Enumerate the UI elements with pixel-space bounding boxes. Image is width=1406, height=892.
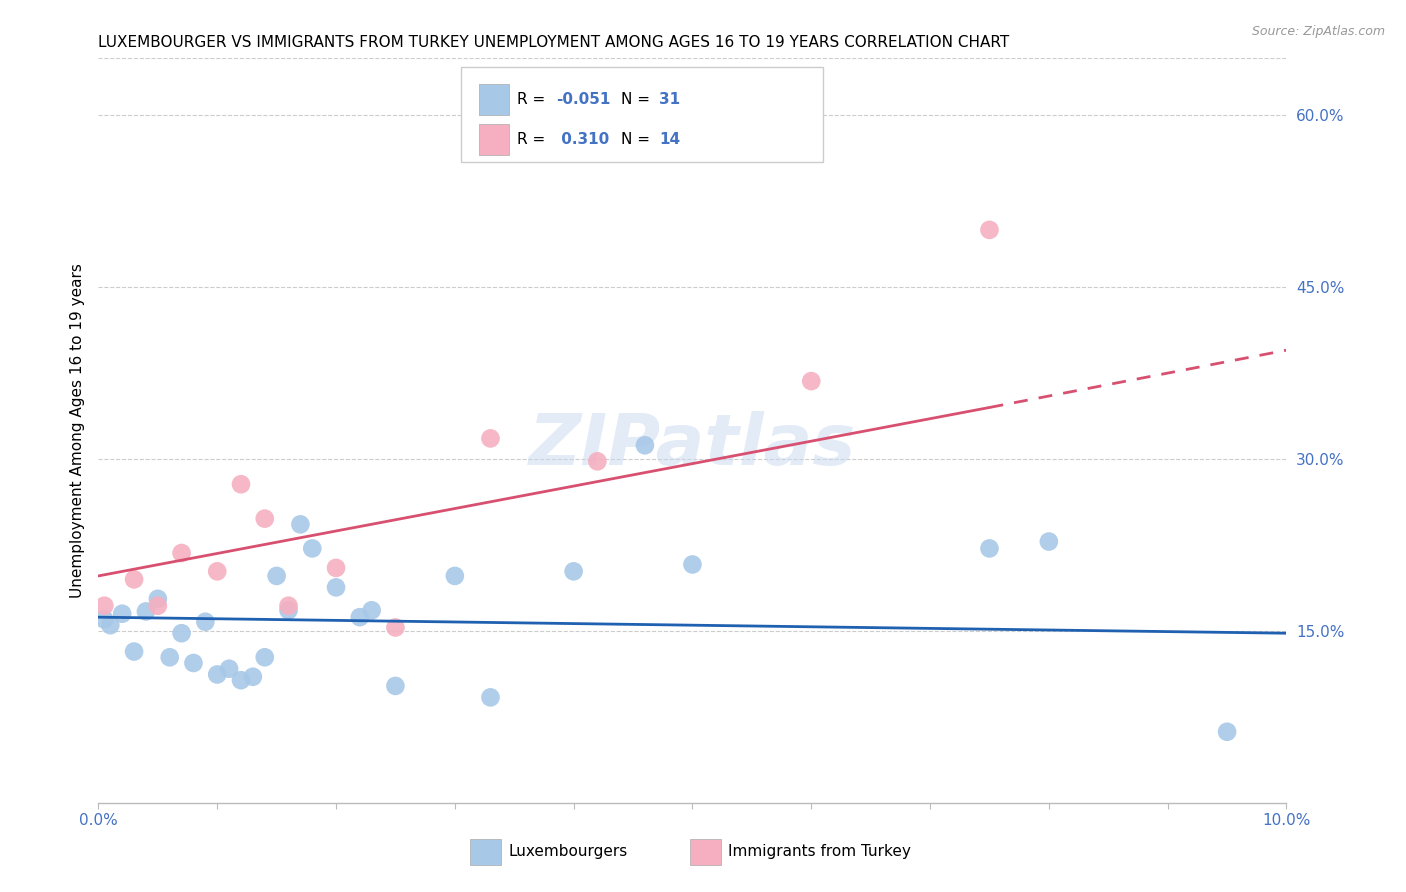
Point: [979, 541, 1001, 556]
Point: [242, 670, 264, 684]
Text: R =: R =: [516, 132, 550, 146]
Point: [634, 438, 657, 452]
Point: [277, 603, 299, 617]
Point: [93, 612, 115, 626]
Point: [266, 569, 288, 583]
Point: [325, 580, 347, 594]
FancyBboxPatch shape: [470, 839, 501, 864]
Point: [205, 565, 228, 579]
Point: [170, 546, 193, 560]
Point: [98, 618, 121, 632]
Point: [111, 607, 134, 621]
Point: [1216, 724, 1239, 739]
Point: [979, 223, 1001, 237]
FancyBboxPatch shape: [461, 67, 823, 162]
Point: [360, 603, 382, 617]
Point: [800, 374, 823, 388]
Point: [229, 673, 252, 688]
Point: [194, 615, 217, 629]
Point: [586, 454, 609, 468]
Text: LUXEMBOURGER VS IMMIGRANTS FROM TURKEY UNEMPLOYMENT AMONG AGES 16 TO 19 YEARS CO: LUXEMBOURGER VS IMMIGRANTS FROM TURKEY U…: [98, 35, 1010, 50]
Point: [479, 431, 502, 445]
FancyBboxPatch shape: [478, 123, 509, 155]
Point: [122, 644, 145, 658]
Y-axis label: Unemployment Among Ages 16 to 19 years: Unemployment Among Ages 16 to 19 years: [69, 263, 84, 598]
Point: [170, 626, 193, 640]
Text: Source: ZipAtlas.com: Source: ZipAtlas.com: [1251, 25, 1385, 38]
Point: [384, 620, 406, 634]
Text: Luxembourgers: Luxembourgers: [509, 845, 627, 860]
FancyBboxPatch shape: [690, 839, 721, 864]
Text: Immigrants from Turkey: Immigrants from Turkey: [728, 845, 911, 860]
Point: [277, 599, 299, 613]
Text: N =: N =: [621, 132, 655, 146]
Point: [290, 517, 312, 532]
Point: [159, 650, 181, 665]
Point: [253, 511, 276, 525]
Point: [205, 667, 228, 681]
Point: [146, 591, 169, 606]
Point: [384, 679, 406, 693]
Point: [253, 650, 276, 665]
Point: [301, 541, 323, 556]
Text: 31: 31: [659, 92, 681, 107]
Text: R =: R =: [516, 92, 550, 107]
Point: [135, 604, 157, 618]
Point: [562, 565, 585, 579]
Point: [1038, 534, 1060, 549]
FancyBboxPatch shape: [478, 84, 509, 115]
Point: [183, 656, 205, 670]
Point: [681, 558, 703, 572]
Point: [325, 561, 347, 575]
Point: [218, 662, 240, 676]
Text: -0.051: -0.051: [555, 92, 610, 107]
Point: [349, 610, 371, 624]
Text: N =: N =: [621, 92, 655, 107]
Text: ZIPatlas: ZIPatlas: [529, 411, 856, 480]
Point: [93, 599, 115, 613]
Point: [479, 690, 502, 705]
Text: 14: 14: [659, 132, 681, 146]
Point: [122, 573, 145, 587]
Point: [146, 599, 169, 613]
Point: [229, 477, 252, 491]
Point: [443, 569, 465, 583]
Text: 0.310: 0.310: [555, 132, 609, 146]
